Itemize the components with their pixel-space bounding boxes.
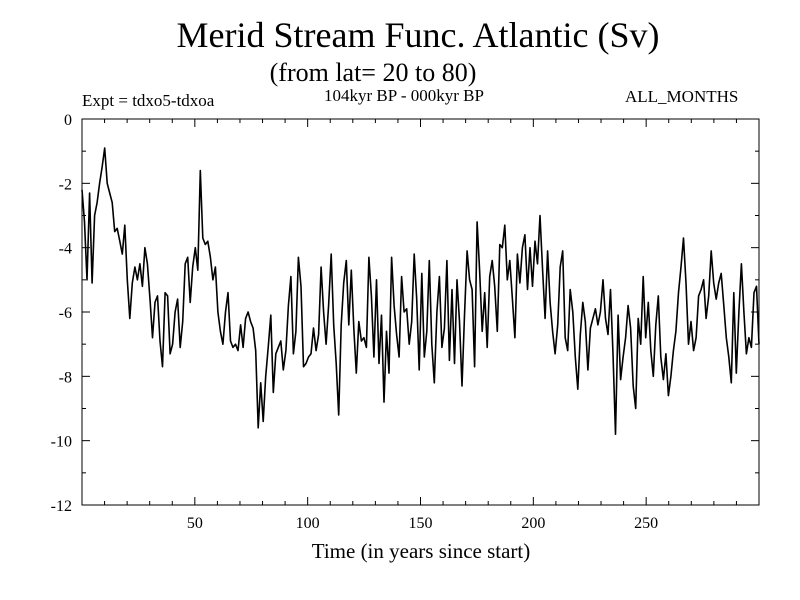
- y-tick-label: -6: [59, 305, 72, 322]
- chart-subtitle: (from lat= 20 to 80): [269, 58, 477, 87]
- x-tick-label: 50: [187, 515, 203, 532]
- x-tick-label: 250: [634, 515, 658, 532]
- x-tick-label: 150: [409, 515, 433, 532]
- x-tick-label: 100: [296, 515, 320, 532]
- x-axis-label: Time (in years since start): [311, 539, 531, 563]
- y-tick-label: -2: [59, 176, 72, 193]
- period-label: 104kyr BP - 000kyr BP: [324, 86, 484, 105]
- axis-ticks: [82, 119, 759, 505]
- y-tick-label: -8: [59, 369, 72, 386]
- series-line: [81, 147, 760, 436]
- y-tick-label: 0: [64, 112, 72, 129]
- experiment-label: Expt = tdxo5-tdxoa: [82, 91, 215, 110]
- x-tick-label: 200: [521, 515, 545, 532]
- months-label: ALL_MONTHS: [625, 87, 739, 106]
- y-tick-label: -12: [51, 498, 72, 515]
- chart-title: Merid Stream Func. Atlantic (Sv): [176, 15, 660, 55]
- y-tick-label: -10: [51, 434, 72, 451]
- y-tick-label: -4: [59, 241, 72, 258]
- tick-labels: 50 100 150 200 250 0 -2 -4 -6 -8 -10 -12: [51, 112, 658, 532]
